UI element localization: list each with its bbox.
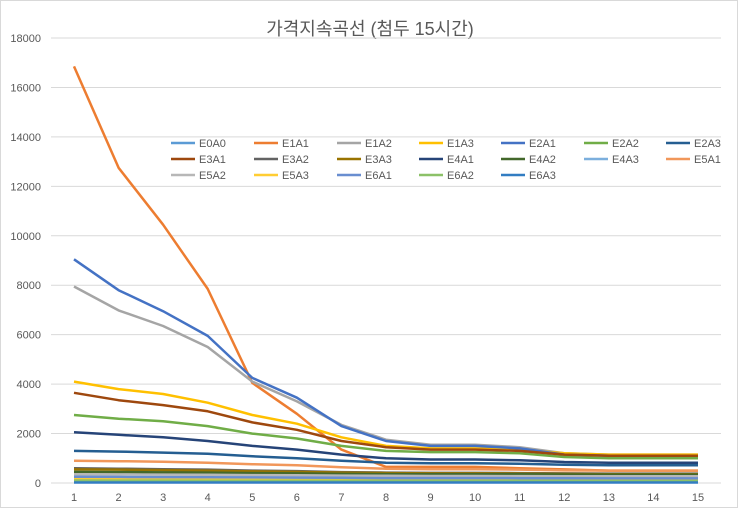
axes: 0 2000 4000 6000 8000 10000 12000 14000 16000 180…	[10, 33, 704, 504]
gridlines	[51, 37, 721, 484]
legend-label-e5a3: E5A3	[282, 170, 309, 182]
y-tick-label: 14000	[10, 132, 41, 144]
y-tick-label: 10000	[10, 231, 41, 243]
legend: E0A0 E1A1 E1A2 E1A3 E2A1 E2A2 E2A3 E3A1 E3A2 E3A3…	[171, 138, 721, 182]
x-tick-label: 9	[428, 492, 434, 504]
legend-label-e5a1: E5A1	[694, 154, 721, 166]
legend-label-e6a2: E6A2	[447, 170, 474, 182]
series-line-e3a1	[73, 391, 698, 458]
x-tick-label: 13	[603, 492, 615, 504]
series-line-e5a2	[73, 473, 698, 478]
chart-title: 가격지속곡선 (첨두 15시간)	[266, 19, 474, 39]
legend-label-e1a3: E1A3	[447, 138, 474, 150]
x-tick-label: 4	[205, 492, 211, 504]
series-line-e5a1	[73, 459, 698, 472]
series-line-e2a1	[73, 258, 698, 458]
x-tick-label: 5	[249, 492, 255, 504]
legend-label-e4a1: E4A1	[447, 154, 474, 166]
series-line-e6a2	[73, 479, 698, 483]
legend-label-e6a1: E6A1	[365, 170, 392, 182]
x-tick-label: 8	[383, 492, 389, 504]
series-line-e1a1	[72, 65, 698, 472]
legend-label-e6a3: E6A3	[529, 170, 556, 182]
legend-label-e0a0: E0A0	[199, 138, 226, 150]
y-tick-label: 18000	[10, 33, 41, 45]
legend-label-e3a2: E3A2	[282, 154, 309, 166]
y-tick-label: 4000	[17, 379, 41, 391]
legend-label-e3a3: E3A3	[365, 154, 392, 166]
y-tick-label: 12000	[10, 181, 41, 193]
series-lines	[72, 65, 698, 484]
y-tick-label: 0	[35, 478, 41, 490]
legend-label-e2a2: E2A2	[612, 138, 639, 150]
series-line-e1a3	[73, 380, 698, 456]
x-tick-label: 2	[116, 492, 122, 504]
series-line-e6a1	[73, 475, 698, 480]
legend-label-e2a3: E2A3	[694, 138, 721, 150]
y-tick-label: 8000	[17, 280, 41, 292]
series-line-e4a1	[73, 431, 698, 464]
y-tick-label: 2000	[17, 429, 41, 441]
series-line-e1a2	[73, 285, 698, 456]
legend-label-e4a3: E4A3	[612, 154, 639, 166]
series-line-e2a3	[73, 449, 698, 467]
series-line-e2a2	[73, 413, 698, 460]
legend-label-e2a1: E2A1	[529, 138, 556, 150]
x-tick-label: 15	[692, 492, 704, 504]
legend-label-e4a2: E4A2	[529, 154, 556, 166]
legend-label-e1a2: E1A2	[365, 138, 392, 150]
x-tick-label: 1	[71, 492, 77, 504]
x-tick-label: 14	[647, 492, 659, 504]
series-line-e4a2	[73, 470, 698, 476]
x-tick-label: 6	[294, 492, 300, 504]
legend-label-e1a1: E1A1	[282, 138, 309, 150]
x-tick-label: 7	[338, 492, 344, 504]
legend-label-e3a1: E3A1	[199, 154, 226, 166]
y-tick-label: 16000	[10, 82, 41, 94]
y-tick-label: 6000	[17, 330, 41, 342]
x-tick-label: 11	[514, 492, 525, 504]
legend-label-e5a2: E5A2	[199, 170, 226, 182]
x-tick-label: 12	[558, 492, 570, 504]
x-tick-label: 10	[469, 492, 481, 504]
x-tick-label: 3	[160, 492, 166, 504]
